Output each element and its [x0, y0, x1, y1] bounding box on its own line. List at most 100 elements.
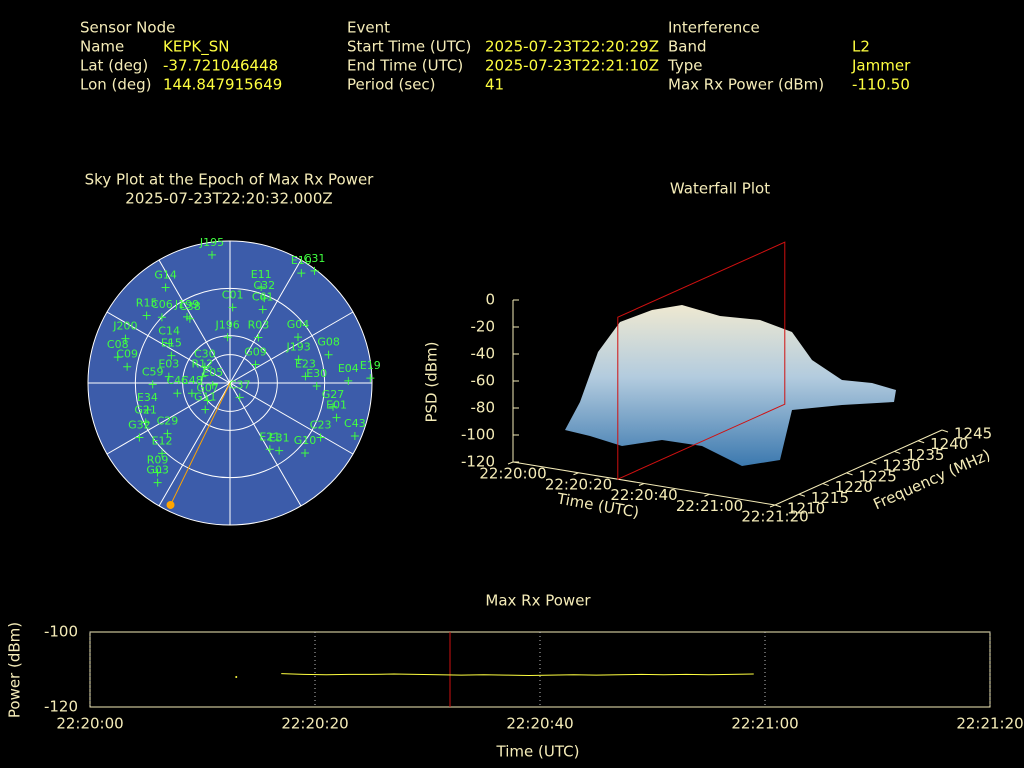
satellite-marker — [257, 282, 266, 291]
psd-tick-label: -40 — [471, 345, 496, 363]
satellite-marker — [187, 389, 196, 398]
satellite-label: C06 — [151, 298, 173, 311]
freq-tick-label: 1235 — [906, 446, 944, 464]
freq-tick-label: 1225 — [859, 467, 897, 485]
data-point — [235, 676, 238, 678]
satellite-marker — [200, 362, 209, 371]
satellite-label: E03 — [158, 358, 179, 371]
field-label: Max Rx Power (dBm) — [668, 76, 824, 94]
satellite-label: G21 — [134, 403, 157, 416]
satellite-marker — [198, 372, 207, 381]
satellite-marker — [165, 339, 174, 348]
satellite-label: E34 — [137, 391, 158, 404]
time-tick — [769, 504, 776, 508]
satellite-label: E21 — [259, 430, 280, 443]
satellite-marker — [142, 311, 151, 320]
satellite-marker — [163, 429, 172, 438]
satellite-marker — [143, 405, 152, 414]
satellite-marker — [301, 372, 310, 381]
x-tick-label: 22:21:20 — [956, 715, 1023, 733]
freq-tick — [822, 483, 829, 487]
satellite-label: E12 — [152, 434, 173, 447]
freq-tick-label: 1245 — [954, 425, 992, 443]
satellite-label: E30 — [306, 367, 327, 380]
time-tick-label: 22:20:40 — [610, 486, 677, 504]
satellite-label: C38 — [179, 300, 201, 313]
satellite-marker — [167, 351, 176, 360]
field-value: 2025-07-23T22:20:29Z — [485, 38, 659, 56]
satellite-marker — [301, 448, 310, 457]
satellite-label: G11 — [194, 391, 217, 404]
field-value: Jammer — [851, 57, 911, 75]
satellite-label: J195 — [199, 236, 224, 249]
satellite-label: C01 — [222, 288, 244, 301]
satellite-label: C09 — [116, 348, 138, 361]
satellite-marker — [316, 433, 325, 442]
satellite-label: R12 — [192, 358, 214, 371]
satellite-marker — [310, 266, 319, 275]
satellite-marker — [223, 333, 232, 342]
satellite-marker — [275, 446, 284, 455]
satellite-marker — [258, 305, 267, 314]
satellite-label: C43 — [344, 417, 366, 430]
x-tick-label: 22:20:20 — [281, 715, 348, 733]
y-tick-label: -120 — [44, 698, 78, 716]
freq-tick — [917, 440, 925, 444]
satellite-label: G32 — [128, 418, 151, 431]
field-label: Period (sec) — [347, 76, 436, 94]
satellite-label: C48 — [181, 374, 203, 387]
satellite-label: G03 — [146, 464, 169, 477]
satellite-marker — [324, 350, 333, 359]
satellite-label: C29 — [157, 415, 179, 428]
satellite-marker — [265, 445, 274, 454]
satellite-marker — [173, 389, 182, 398]
psd-tick-label: -60 — [471, 372, 496, 390]
satellite-label: C32 — [253, 279, 275, 292]
satellite-marker — [251, 360, 260, 369]
waterfall-title: Waterfall Plot — [670, 180, 770, 198]
satellite-marker — [201, 405, 210, 414]
satellite-marker — [121, 334, 130, 343]
time-tick-label: 22:21:20 — [741, 508, 808, 526]
x-tick-label: 22:20:00 — [56, 715, 123, 733]
satellite-label: G07 — [196, 381, 219, 394]
satellite-label: J196 — [214, 318, 239, 331]
freq-tick — [870, 461, 877, 465]
psd-tick-label: -20 — [471, 318, 496, 336]
satellite-marker — [254, 333, 263, 342]
time-tick — [638, 483, 645, 486]
section-title: Sensor Node — [80, 19, 175, 37]
sky-title: Sky Plot at the Epoch of Max Rx Power — [85, 171, 375, 189]
field-label: End Time (UTC) — [347, 57, 463, 75]
field-value: KEPK_SN — [163, 38, 229, 57]
satellite-marker — [329, 402, 338, 411]
plot-frame — [89, 631, 991, 708]
satellite-label: E10 — [291, 254, 312, 267]
satellite-marker — [158, 449, 167, 458]
field-label: Lon (deg) — [80, 76, 152, 94]
field-value: 2025-07-23T22:21:10Z — [485, 57, 659, 75]
satellite-label: J200 — [112, 320, 137, 333]
satellite-marker — [208, 380, 217, 389]
satellite-label: C61 — [252, 290, 274, 303]
satellite-label: E19 — [360, 359, 381, 372]
satellite-marker — [228, 303, 237, 312]
x-tick-label: 22:21:00 — [731, 715, 798, 733]
satellite-label: E04 — [338, 362, 359, 375]
satellite-marker — [366, 374, 375, 383]
satellite-label: G09 — [244, 345, 267, 358]
freq-tick — [894, 450, 901, 454]
freq-tick — [774, 504, 782, 508]
freq-tick — [798, 493, 806, 497]
section-title: Interference — [668, 19, 760, 37]
satellite-label: G04 — [287, 318, 310, 331]
satellite-label: G14 — [154, 269, 177, 282]
psd-tick-label: -100 — [461, 426, 495, 444]
time-tick-label: 22:20:20 — [545, 475, 612, 493]
time-tick — [704, 493, 710, 497]
y-axis-label: Power (dBm) — [6, 622, 24, 718]
satellite-label: R15 — [136, 296, 158, 309]
satellite-label: C46 — [166, 374, 188, 387]
